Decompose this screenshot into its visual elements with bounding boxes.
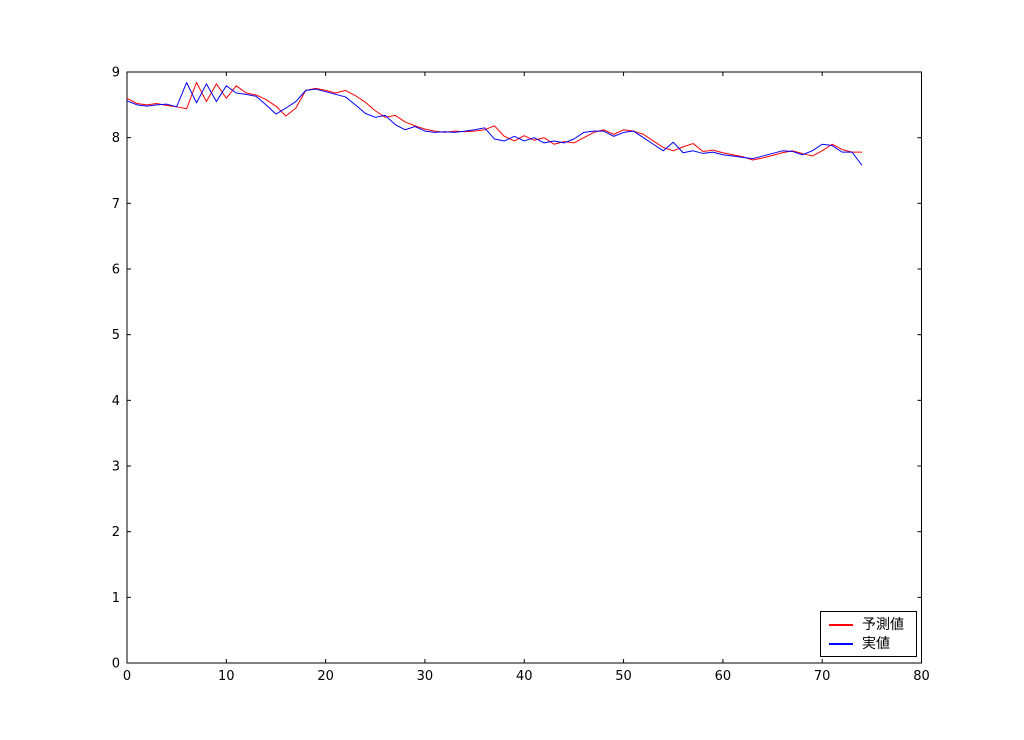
y-tick-label: 8	[112, 131, 120, 146]
y-tick-label: 0	[112, 657, 120, 672]
y-tick-label: 6	[112, 263, 120, 278]
legend-line-predicted-icon	[829, 623, 853, 626]
legend-item-predicted: 予測値	[829, 618, 908, 632]
y-tick-label: 5	[112, 328, 120, 343]
legend-label-actual: 実値	[862, 635, 890, 652]
series-line-predicted	[126, 82, 862, 161]
y-tick-label: 9	[112, 66, 120, 81]
legend-line-actual-icon	[829, 642, 853, 645]
legend-label-predicted: 予測値	[862, 616, 904, 633]
x-tick-label: 20	[317, 669, 334, 684]
x-tick-label: 50	[615, 669, 632, 684]
series-line-actual	[126, 82, 863, 166]
y-tick-label: 3	[112, 460, 120, 475]
legend: 予測値 実値	[820, 611, 917, 657]
y-tick-label: 7	[112, 197, 120, 212]
x-tick-label: 40	[516, 669, 533, 684]
axes-spines	[126, 71, 922, 664]
legend-item-actual: 実値	[829, 637, 908, 651]
y-tick-label: 4	[112, 394, 120, 409]
x-tick-label: 70	[814, 669, 831, 684]
y-tick-label: 2	[112, 525, 120, 540]
y-tick-label: 1	[112, 591, 120, 606]
x-tick-label: 10	[218, 669, 235, 684]
x-tick-label: 80	[913, 669, 930, 684]
x-tick-label: 30	[417, 669, 434, 684]
x-tick-label: 0	[123, 669, 131, 684]
x-tick-label: 60	[715, 669, 732, 684]
